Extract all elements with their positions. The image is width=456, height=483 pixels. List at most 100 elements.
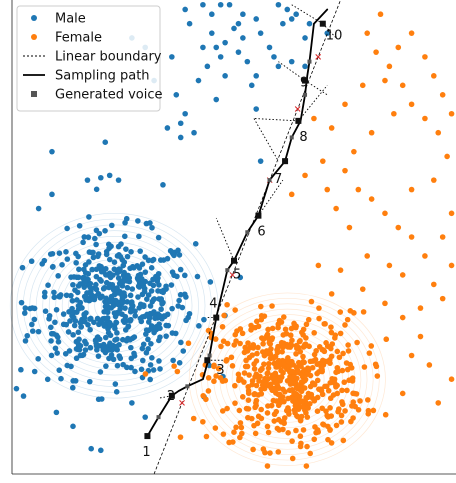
female-point [289, 455, 296, 462]
male-point [83, 293, 89, 300]
step-label: 4 [209, 297, 217, 312]
female-point [304, 443, 310, 450]
male-point [194, 273, 201, 280]
male-point [56, 367, 63, 373]
female-point [297, 338, 303, 344]
male-point [101, 344, 107, 351]
male-point [73, 250, 79, 257]
female-point [231, 429, 237, 436]
female-point [448, 376, 455, 383]
male-point [63, 321, 70, 328]
male-point [73, 259, 79, 266]
male-point [123, 337, 130, 344]
female-point [435, 129, 442, 136]
male-point [148, 265, 155, 271]
female-point [264, 370, 271, 377]
male-point [177, 134, 184, 141]
step-label: 5 [233, 268, 241, 283]
female-point [303, 394, 309, 401]
male-point [118, 241, 124, 247]
male-point [135, 272, 142, 279]
female-point [211, 378, 217, 385]
female-point [293, 427, 299, 434]
female-point [267, 355, 274, 362]
boundary-crossing-marker [294, 106, 301, 112]
female-point [279, 348, 285, 355]
female-point [200, 392, 207, 399]
male-point [128, 364, 134, 371]
male-point [53, 306, 60, 313]
female-point [328, 329, 335, 336]
male-point [98, 174, 104, 181]
female-point [248, 327, 254, 333]
male-point [27, 305, 33, 312]
path-connector [215, 217, 235, 261]
male-point [114, 330, 120, 336]
female-point [327, 379, 334, 386]
generated-voice-marker [295, 117, 302, 124]
male-point [70, 314, 77, 321]
female-point [313, 348, 319, 354]
female-point [339, 367, 346, 374]
female-point [265, 335, 272, 342]
female-point [303, 335, 309, 341]
male-point [123, 246, 129, 252]
male-point [87, 344, 94, 351]
female-point [249, 352, 256, 358]
generated-voice-marker [156, 415, 161, 420]
female-point [269, 303, 275, 309]
male-point [73, 338, 80, 345]
female-point [338, 412, 345, 419]
step-label: 8 [299, 130, 307, 145]
male-point [235, 20, 242, 27]
path-connector [304, 80, 328, 96]
male-point [76, 266, 82, 273]
female-point [258, 386, 264, 393]
female-point [222, 377, 229, 384]
female-point [296, 400, 302, 406]
female-point [342, 101, 348, 108]
female-point [426, 362, 433, 368]
female-point [229, 363, 236, 369]
female-point [383, 336, 390, 343]
scatter-points [13, 1, 455, 469]
male-point [105, 347, 112, 353]
path-connector [158, 395, 172, 399]
male-point [95, 251, 102, 257]
male-point [90, 254, 97, 261]
female-point [285, 430, 291, 436]
female-point [299, 329, 305, 336]
male-point [50, 263, 56, 270]
male-point [77, 281, 84, 287]
female-point [408, 101, 415, 108]
female-point [345, 342, 351, 348]
female-point [142, 371, 149, 377]
male-point [65, 329, 72, 335]
generated-voice-marker [303, 92, 308, 97]
female-point [266, 339, 273, 346]
female-point [382, 210, 388, 217]
male-point [226, 1, 233, 8]
female-point [333, 422, 340, 429]
male-point [77, 342, 84, 349]
generated-voice-marker [185, 384, 190, 389]
female-point [237, 340, 243, 347]
male-contour-ring [9, 212, 219, 399]
female-point [312, 424, 318, 430]
female-point [315, 262, 322, 269]
male-point [182, 272, 188, 279]
male-point [165, 322, 172, 329]
female-point [235, 371, 242, 378]
female-point [435, 400, 442, 406]
female-point [205, 388, 212, 394]
female-point [264, 463, 271, 469]
male-point [71, 274, 77, 280]
female-point [255, 413, 262, 420]
male-point [97, 369, 104, 375]
female-point [260, 341, 266, 347]
female-point [287, 332, 294, 339]
female-point [314, 370, 320, 377]
female-point [328, 440, 335, 446]
male-point [46, 312, 53, 319]
generated-voice-marker [267, 178, 272, 183]
